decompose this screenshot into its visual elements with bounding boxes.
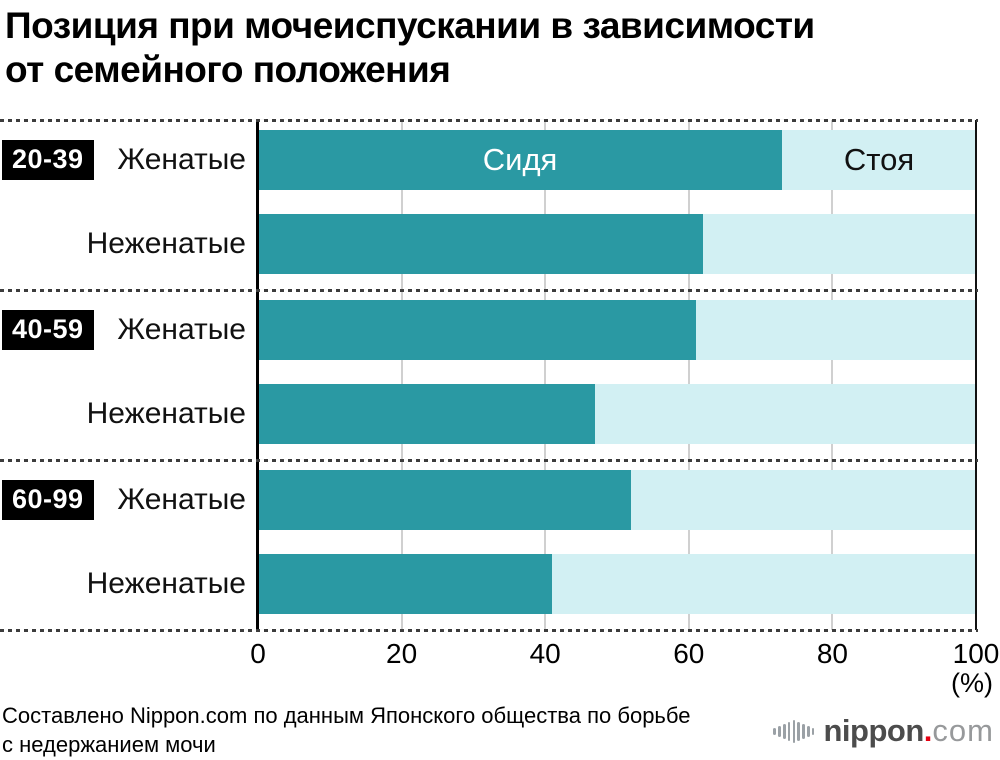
separator-dashed-line-1 — [0, 288, 978, 292]
logo-dot: . — [923, 713, 933, 748]
bar-segment-sitting — [258, 470, 632, 530]
bar-row-40-59-unmarried — [258, 384, 976, 444]
chart-title-line2: от семейного положения — [5, 48, 451, 90]
source-note: Составлено Nippon.com по данным Японског… — [2, 701, 690, 759]
source-note-line1: Составлено Nippon.com по данным Японског… — [2, 703, 691, 728]
gridline-60 — [687, 120, 690, 630]
x-tick-label-60: 60 — [673, 638, 705, 669]
chart-title-line1: Позиция при мочеиспускании в зависимости — [5, 5, 815, 46]
bar-segment-sitting — [258, 214, 704, 274]
plot-right-border — [975, 120, 977, 630]
x-tick-label-100: 100 — [952, 638, 1000, 669]
series-label-standing: Стоя — [843, 142, 915, 177]
bar-row-60-99-married — [258, 470, 976, 530]
row-label-married: Женатые — [117, 143, 246, 176]
chart-title: Позиция при мочеиспускании в зависимости… — [5, 4, 815, 91]
x-axis-ticks: 0 20 40 60 80 100 — [250, 638, 999, 669]
nippon-logo: nippon . com — [773, 711, 994, 751]
bar-segment-standing: Стоя — [782, 130, 976, 190]
gridline-20 — [400, 120, 403, 630]
bar-row-60-99-unmarried — [258, 554, 976, 614]
row-label-unmarried: Неженатые — [86, 567, 246, 600]
bar-segment-standing — [695, 300, 976, 360]
bar-segment-sitting — [258, 384, 596, 444]
waveform-icon — [773, 719, 816, 743]
separator-dashed-line-0 — [0, 118, 978, 122]
row-label-unmarried: Неженатые — [86, 397, 246, 430]
bar-segment-standing — [552, 554, 976, 614]
source-note-line2: с недержанием мочи — [2, 732, 216, 758]
x-tick-label-80: 80 — [816, 638, 848, 669]
bar-segment-sitting: Сидя — [258, 130, 783, 190]
age-group-badge-20-39: 20-39 — [2, 140, 94, 180]
x-tick-label-0: 0 — [250, 638, 266, 669]
gridline-80 — [831, 120, 834, 630]
row-label-married: Женатые — [117, 313, 246, 346]
row-label-married: Женатые — [117, 483, 246, 516]
age-group-badge-40-59: 40-59 — [2, 310, 94, 350]
x-axis-dashed-line — [0, 628, 978, 632]
bar-row-20-39-unmarried — [258, 214, 976, 274]
plot-area: Сидя Стоя — [258, 120, 976, 630]
y-axis-line — [256, 120, 259, 630]
logo-suffix: com — [932, 713, 994, 748]
bar-segment-sitting — [258, 554, 553, 614]
row-label-unmarried: Неженатые — [86, 227, 246, 260]
bar-row-40-59-married — [258, 300, 976, 360]
x-axis-unit-label: (%) — [951, 668, 993, 698]
bar-segment-standing — [595, 384, 976, 444]
separator-dashed-line-2 — [0, 458, 978, 462]
bar-segment-standing — [631, 470, 976, 530]
gridline-40 — [544, 120, 547, 630]
x-tick-label-40: 40 — [529, 638, 561, 669]
logo-name: nippon — [823, 713, 925, 748]
age-group-badge-60-99: 60-99 — [2, 480, 94, 520]
bar-segment-sitting — [258, 300, 696, 360]
bar-segment-standing — [703, 214, 976, 274]
x-tick-label-20: 20 — [386, 638, 418, 669]
bar-row-20-39-married: Сидя Стоя — [258, 130, 976, 190]
series-label-sitting: Сидя — [482, 142, 558, 177]
